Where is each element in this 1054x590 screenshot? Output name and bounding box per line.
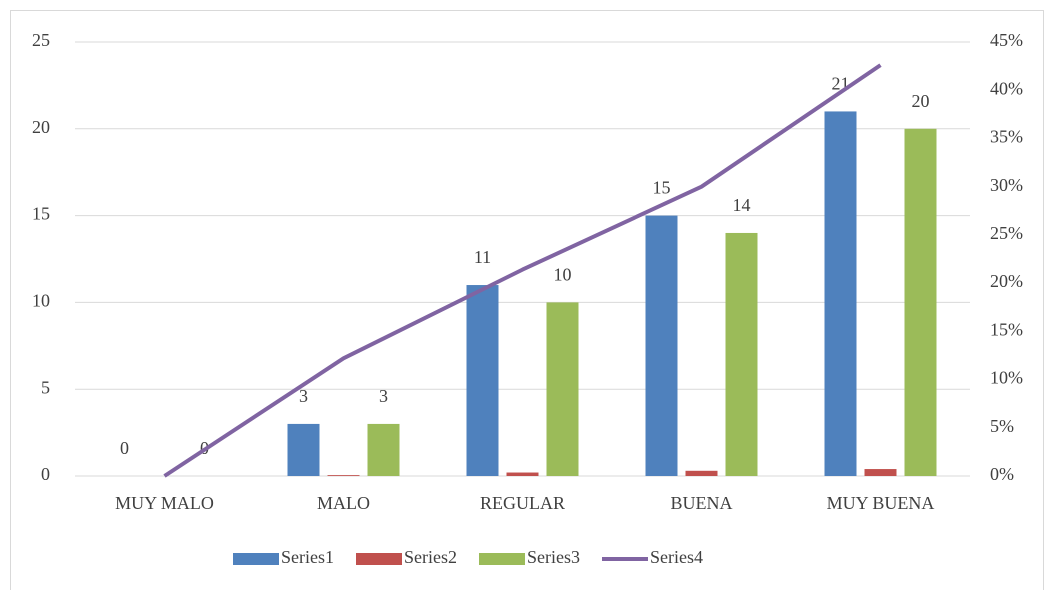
- data-label: 0: [120, 438, 129, 458]
- y-tick-label: 5: [41, 377, 50, 397]
- chart-border: [10, 10, 1044, 590]
- y2-tick-label: 25%: [990, 223, 1023, 243]
- y-tick-label: 25: [32, 30, 50, 50]
- y2-tick-label: 35%: [990, 127, 1023, 147]
- y-tick-label: 15: [32, 204, 50, 224]
- bar: [645, 215, 678, 476]
- bar: [367, 423, 400, 476]
- bar: [327, 475, 360, 476]
- bar: [466, 285, 499, 476]
- data-label: 20: [912, 91, 930, 111]
- data-label: 10: [554, 265, 572, 285]
- data-label: 14: [733, 195, 751, 215]
- legend-swatch: [233, 553, 279, 565]
- bar: [725, 232, 758, 476]
- y-tick-label: 20: [32, 117, 50, 137]
- legend-label: Series2: [404, 547, 457, 567]
- y2-tick-label: 20%: [990, 271, 1023, 291]
- x-tick-label: MUY BUENA: [827, 493, 935, 513]
- y2-tick-label: 10%: [990, 368, 1023, 388]
- y2-tick-label: 0%: [990, 464, 1014, 484]
- legend-label: Series1: [281, 547, 334, 567]
- legend-label: Series4: [650, 547, 703, 567]
- x-tick-label: MUY MALO: [115, 493, 214, 513]
- y2-tick-label: 40%: [990, 78, 1023, 98]
- y-tick-label: 10: [32, 291, 50, 311]
- bar: [824, 111, 857, 476]
- bar: [546, 302, 579, 476]
- legend-label: Series3: [527, 547, 580, 567]
- y-tick-label: 0: [41, 464, 50, 484]
- x-tick-label: BUENA: [671, 493, 733, 513]
- bar: [287, 423, 320, 476]
- bar: [904, 128, 937, 477]
- y2-tick-label: 45%: [990, 30, 1023, 50]
- y2-tick-label: 30%: [990, 175, 1023, 195]
- legend-swatch: [356, 553, 402, 565]
- data-label: 3: [299, 386, 308, 406]
- line: [163, 63, 882, 478]
- bar: [506, 472, 539, 476]
- data-label: 15: [653, 178, 671, 198]
- y2-tick-label: 5%: [990, 416, 1014, 436]
- y2-tick-label: 15%: [990, 319, 1023, 339]
- bar: [864, 469, 897, 476]
- x-tick-label: MALO: [317, 493, 370, 513]
- legend-swatch: [479, 553, 525, 565]
- x-tick-label: REGULAR: [480, 493, 565, 513]
- data-label: 11: [474, 247, 491, 267]
- bar: [685, 470, 718, 476]
- data-label: 3: [379, 386, 388, 406]
